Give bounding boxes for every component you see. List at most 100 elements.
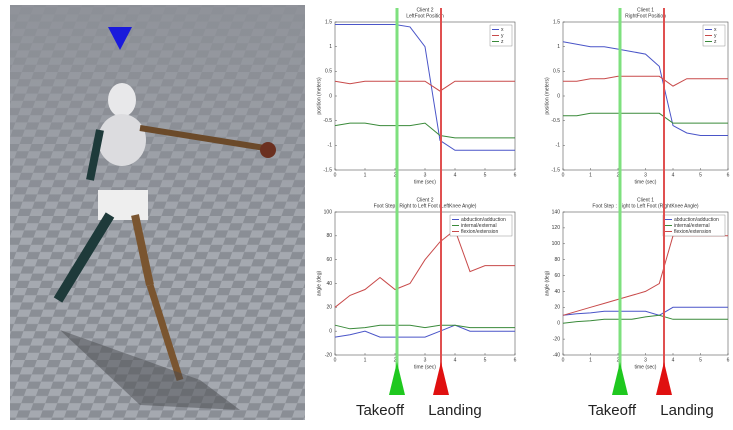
legend-label: abduction/adduction xyxy=(461,217,506,223)
x-axis-label: time (sec) xyxy=(635,364,657,370)
annotation: Takeoff xyxy=(356,402,405,419)
chart-title: Client 2 xyxy=(417,197,434,203)
x-tick-label: 3 xyxy=(424,172,427,178)
legend-label: flexion/extension xyxy=(461,229,498,235)
y-tick-label: 0.5 xyxy=(553,69,560,75)
x-tick-label: 4 xyxy=(672,172,675,178)
x-tick-label: 1 xyxy=(364,172,367,178)
legend xyxy=(449,214,513,237)
legend-label: x xyxy=(714,27,717,33)
series-line xyxy=(562,41,728,136)
x-axis-label: time (sec) xyxy=(635,179,657,185)
y-tick-label: 1.5 xyxy=(325,19,332,25)
chart-subtitle: Foot Step : Right to Left Foot (RightKne… xyxy=(592,203,699,209)
annotation: Takeoff xyxy=(588,402,637,419)
series-line xyxy=(334,122,515,139)
legend-label: abduction/adduction xyxy=(674,217,719,223)
y-axis-label: position (meters) xyxy=(316,77,322,115)
y-tick-label: 80 xyxy=(554,257,560,263)
y-tick-label: 120 xyxy=(552,225,561,231)
x-tick-label: 1 xyxy=(364,357,367,363)
x-tick-label: 5 xyxy=(484,357,487,363)
y-tick-label: 100 xyxy=(552,241,561,247)
series-line xyxy=(563,75,728,87)
y-tick-label: 40 xyxy=(554,289,560,295)
x-tick-label: 4 xyxy=(454,357,457,363)
legend-label: y xyxy=(714,33,717,39)
x-axis-label: time (sec) xyxy=(414,179,436,185)
y-tick-label: -0.5 xyxy=(551,118,560,124)
annotation: Landing xyxy=(428,402,481,419)
chart-subtitle: RightFoot Position xyxy=(625,13,666,19)
x-tick-label: 2 xyxy=(617,357,620,363)
y-axis-label: angle (deg) xyxy=(316,271,322,297)
y-tick-label: -20 xyxy=(553,336,560,342)
marker-layer: Takeoff Landing Takeoff Landing xyxy=(356,8,714,419)
y-tick-label: 1 xyxy=(329,44,332,50)
x-tick-label: 4 xyxy=(454,172,457,178)
legend xyxy=(702,24,726,47)
series-line xyxy=(334,324,515,330)
y-tick-label: 80 xyxy=(326,233,332,239)
series-line xyxy=(334,324,515,338)
y-tick-label: 20 xyxy=(554,305,560,311)
x-tick-label: 1 xyxy=(589,172,592,178)
series-line xyxy=(334,229,515,308)
y-tick-label: 20 xyxy=(326,305,332,311)
chart-title: Client 1 xyxy=(637,197,654,203)
render-view xyxy=(10,5,305,420)
x-tick-label: 6 xyxy=(514,172,517,178)
y-tick-label: 0 xyxy=(557,321,560,327)
series-line xyxy=(334,80,515,92)
x-tick-label: 1 xyxy=(589,357,592,363)
y-tick-label: 60 xyxy=(326,257,332,263)
legend-label: internal/external xyxy=(674,223,710,229)
y-tick-label: 0 xyxy=(329,93,332,99)
legend-label: y xyxy=(501,33,504,39)
chart-title: Client 1 xyxy=(637,7,654,13)
y-tick-label: 1 xyxy=(557,44,560,50)
x-tick-label: 5 xyxy=(699,172,702,178)
legend-label: flexion/extension xyxy=(674,229,711,235)
y-axis-label: position (meters) xyxy=(544,77,550,115)
legend-label: z xyxy=(714,39,717,45)
y-tick-label: -1.5 xyxy=(323,167,332,173)
x-tick-label: 4 xyxy=(672,357,675,363)
chart-subtitle: Foot Step : Right to Left Foot (LeftKnee… xyxy=(374,203,477,209)
legend xyxy=(489,24,513,47)
y-tick-label: -40 xyxy=(553,352,560,358)
y-tick-label: -1.5 xyxy=(551,167,560,173)
x-tick-label: 0 xyxy=(334,172,337,178)
x-axis-label: time (sec) xyxy=(414,364,436,370)
annotation: Landing xyxy=(660,402,713,419)
chart-subtitle: LeftFoot Position xyxy=(406,13,444,19)
legend-label: internal/external xyxy=(461,223,497,229)
y-tick-label: -1 xyxy=(556,143,561,149)
x-tick-label: 0 xyxy=(562,172,565,178)
x-tick-label: 6 xyxy=(727,172,730,178)
chart-title: Client 2 xyxy=(417,7,434,13)
x-tick-label: 0 xyxy=(334,357,337,363)
y-tick-label: 0 xyxy=(557,93,560,99)
y-tick-label: 1.5 xyxy=(553,19,560,25)
y-tick-label: 0 xyxy=(329,328,332,334)
y-tick-label: 0.5 xyxy=(325,69,332,75)
series-line xyxy=(335,24,515,151)
x-tick-label: 6 xyxy=(727,357,730,363)
x-tick-label: 3 xyxy=(644,172,647,178)
x-tick-label: 2 xyxy=(394,172,397,178)
x-tick-label: 0 xyxy=(562,357,565,363)
x-tick-label: 5 xyxy=(484,172,487,178)
x-tick-label: 2 xyxy=(617,172,620,178)
x-tick-label: 5 xyxy=(699,357,702,363)
y-tick-label: -20 xyxy=(325,352,332,358)
x-tick-label: 3 xyxy=(644,357,647,363)
series-line xyxy=(562,306,728,316)
series-line xyxy=(563,112,728,124)
y-tick-label: -0.5 xyxy=(323,118,332,124)
